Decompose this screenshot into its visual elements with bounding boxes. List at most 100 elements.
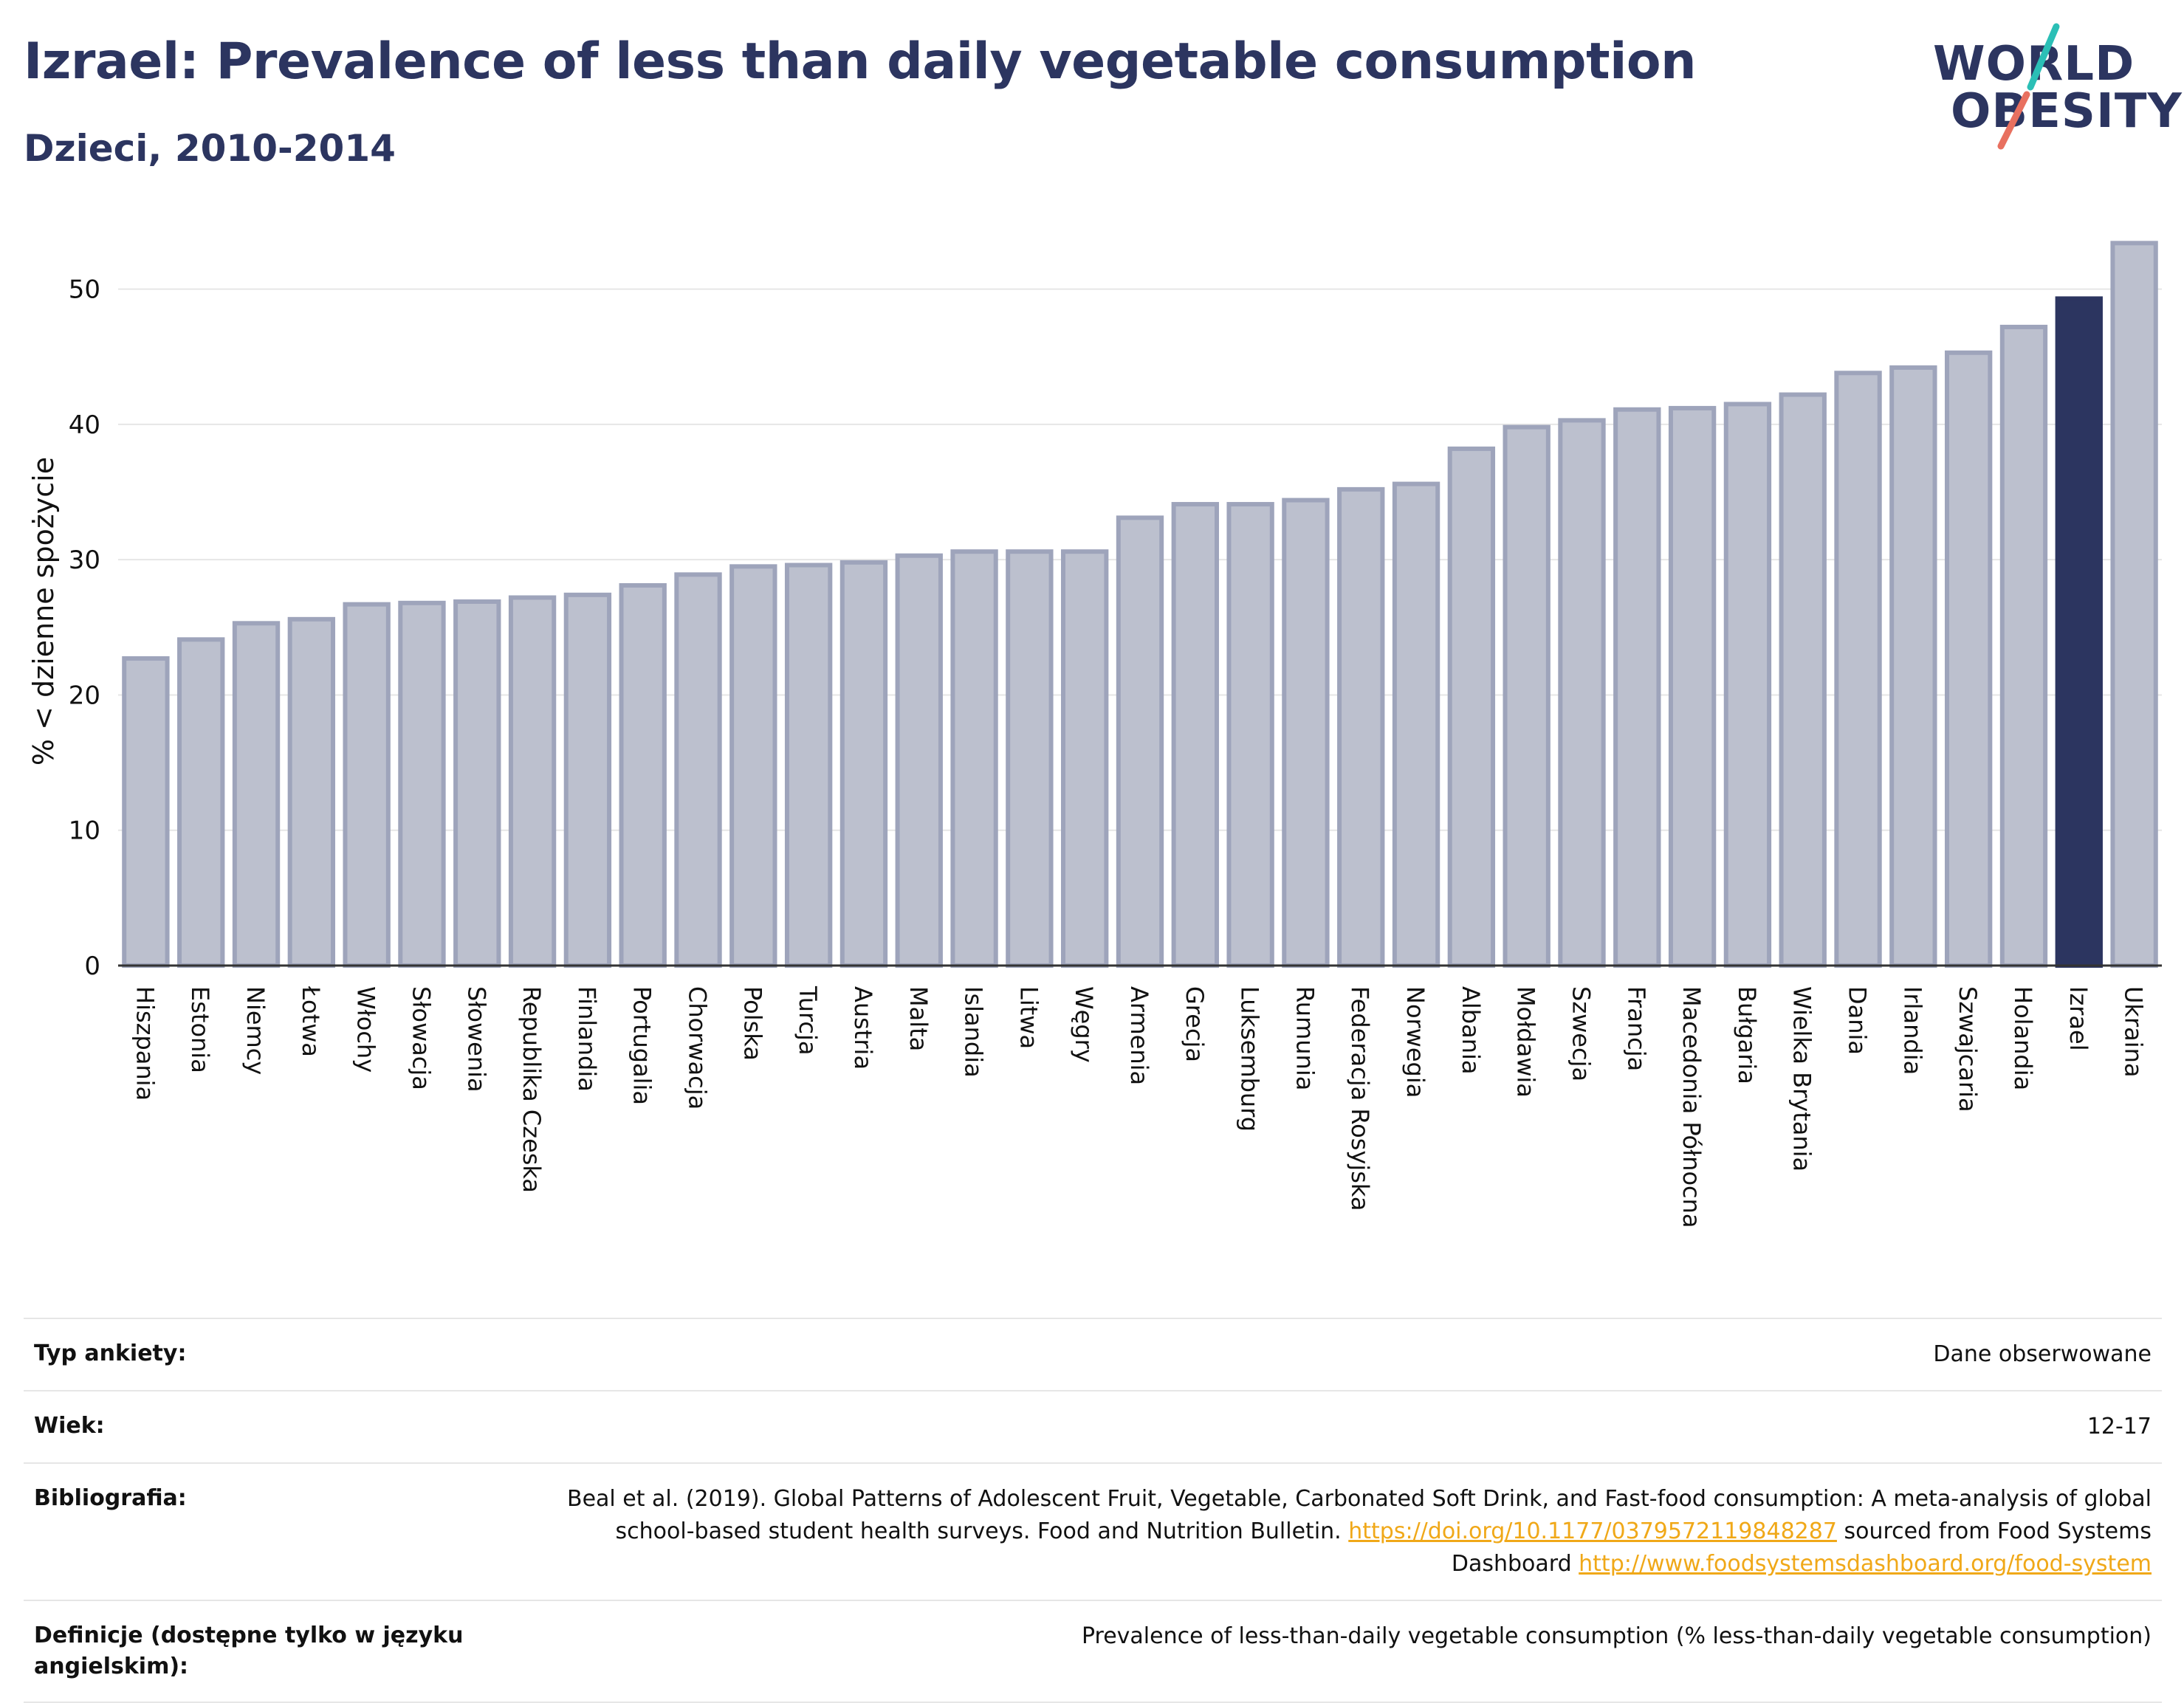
bar — [177, 637, 225, 969]
logo-word-obesity: OBESITY — [1951, 84, 2183, 139]
x-tick-label: Finlandia — [573, 986, 601, 1092]
x-tick-label: Bułgaria — [1733, 986, 1761, 1084]
page-title: Izrael: Prevalence of less than daily ve… — [24, 32, 1697, 91]
meta-value: Dane obserwowane — [1933, 1341, 2152, 1367]
bar — [1723, 402, 1772, 968]
bar — [1613, 407, 1661, 968]
x-tick-label: Grecja — [1181, 986, 1209, 1062]
x-tick-label: Holandia — [2009, 986, 2037, 1090]
x-tick-label: Polska — [738, 986, 766, 1061]
bar — [1226, 502, 1274, 968]
x-tick-label: Izrael — [2064, 986, 2092, 1051]
x-tick-label: Włochy — [352, 986, 380, 1073]
bar — [508, 595, 557, 968]
meta-row-definitions: Definicje (dostępne tylko w języku angie… — [24, 1600, 2162, 1703]
bar — [1889, 365, 1937, 968]
x-tick-label: Słowacja — [407, 986, 435, 1090]
meta-value: 12-17 — [2087, 1414, 2152, 1439]
meta-value-bibliography: Beal et al. (2019). Global Patterns of A… — [506, 1483, 2152, 1580]
bar — [1834, 371, 1882, 968]
x-tick-label: Macedonia Północna — [1678, 986, 1706, 1228]
x-tick-label: Chorwacja — [684, 986, 712, 1109]
bar — [729, 564, 777, 968]
bar — [1171, 502, 1219, 968]
x-tick-label: Norwegia — [1401, 986, 1429, 1098]
bar — [784, 562, 833, 968]
bar — [619, 583, 667, 968]
meta-label: Bibliografia: — [34, 1485, 187, 1511]
x-tick-label: Szwecja — [1567, 986, 1595, 1081]
bar — [1668, 405, 1717, 968]
bar — [674, 572, 722, 968]
y-tick-label: 50 — [69, 275, 100, 305]
meta-label: Wiek: — [34, 1413, 105, 1439]
y-tick-label: 20 — [69, 681, 100, 710]
meta-label: Typ ankiety: — [34, 1341, 187, 1366]
x-tick-label: Węgry — [1070, 986, 1098, 1063]
bar — [398, 600, 446, 968]
bar — [1116, 515, 1164, 968]
world-obesity-logo: WORLD OBESITY — [1920, 21, 2182, 154]
bar-highlighted — [2055, 296, 2103, 968]
bar — [1999, 324, 2048, 969]
bibliography-text: sourced from Food Systems Dashboard — [1451, 1518, 2152, 1577]
x-tick-label: Słowenia — [462, 986, 490, 1093]
bar — [2110, 241, 2158, 969]
x-tick-label: Luksemburg — [1236, 986, 1264, 1132]
meta-value: Prevalence of less-than-daily vegetable … — [1081, 1623, 2152, 1649]
bars-layer — [122, 241, 2158, 969]
bar — [453, 599, 501, 968]
food-systems-dashboard-link[interactable]: http://www.foodsystemsdashboard.org/food… — [1579, 1551, 2152, 1577]
x-tick-label: Francja — [1622, 986, 1650, 1071]
bar — [1282, 498, 1330, 968]
x-tick-label: Portugalia — [628, 986, 656, 1105]
y-tick-label: 10 — [69, 816, 100, 846]
bar — [1006, 549, 1054, 968]
doi-link[interactable]: https://doi.org/10.1177/0379572119848287 — [1348, 1518, 1837, 1544]
y-tick-label: 30 — [69, 546, 100, 575]
bar — [1944, 350, 1993, 968]
bar — [1779, 392, 1827, 968]
y-tick-label: 40 — [69, 410, 100, 440]
x-tick-label: Niemcy — [241, 986, 269, 1075]
bar — [287, 616, 336, 969]
page-subtitle: Dzieci, 2010-2014 — [24, 127, 396, 170]
meta-label: Definicje (dostępne tylko w języku angie… — [34, 1623, 464, 1679]
x-tick-label: Estonia — [186, 986, 214, 1073]
logo-slash-icon — [1997, 23, 2060, 150]
bar — [895, 553, 943, 968]
bar — [1558, 418, 1606, 968]
x-tick-label: Rumunia — [1291, 986, 1319, 1090]
meta-row-survey-type: Typ ankiety: Dane obserwowane — [24, 1318, 2162, 1390]
bar — [343, 602, 391, 968]
x-tick-label: Austria — [849, 986, 877, 1070]
bibliography-text: Beal et al. (2019). Global Patterns of A… — [566, 1486, 2152, 1544]
bar — [1503, 424, 1551, 968]
x-tick-label: Wielka Brytania — [1788, 986, 1816, 1172]
x-tick-label: Federacja Rosyjska — [1346, 986, 1374, 1211]
x-tick-label: Republika Czeska — [518, 986, 546, 1193]
meta-row-age: Wiek: 12-17 — [24, 1390, 2162, 1462]
bar — [1337, 486, 1385, 968]
x-tick-label: Armenia — [1125, 986, 1153, 1085]
bar — [122, 656, 170, 968]
bar — [1392, 481, 1440, 968]
y-tick-label: 0 — [84, 952, 100, 981]
bar — [1447, 446, 1496, 968]
bar — [563, 592, 612, 968]
x-tick-label: Szwajcaria — [1954, 986, 1982, 1112]
x-tick-label: Dania — [1844, 986, 1872, 1055]
x-tick-label: Albania — [1457, 986, 1485, 1074]
axis-layer: 0 10 20 30 40 50 Hiszpania Estonia Niemcy Łotwa Wł… — [69, 275, 2162, 1228]
y-axis-label: % < dzienne spożycie — [27, 457, 60, 766]
x-tick-label: Irlandia — [1898, 986, 1926, 1075]
x-tick-label: Turcja — [794, 985, 822, 1056]
x-tick-label: Litwa — [1014, 986, 1043, 1049]
x-tick-label: Hiszpania — [131, 986, 159, 1101]
bar — [839, 560, 888, 968]
x-tick-label: Islandia — [960, 986, 988, 1078]
bar — [950, 549, 998, 968]
x-tick-label: Łotwa — [297, 985, 325, 1057]
x-tick-label: Ukraina — [2120, 986, 2148, 1078]
x-tick-label: Mołdawia — [1512, 986, 1540, 1098]
